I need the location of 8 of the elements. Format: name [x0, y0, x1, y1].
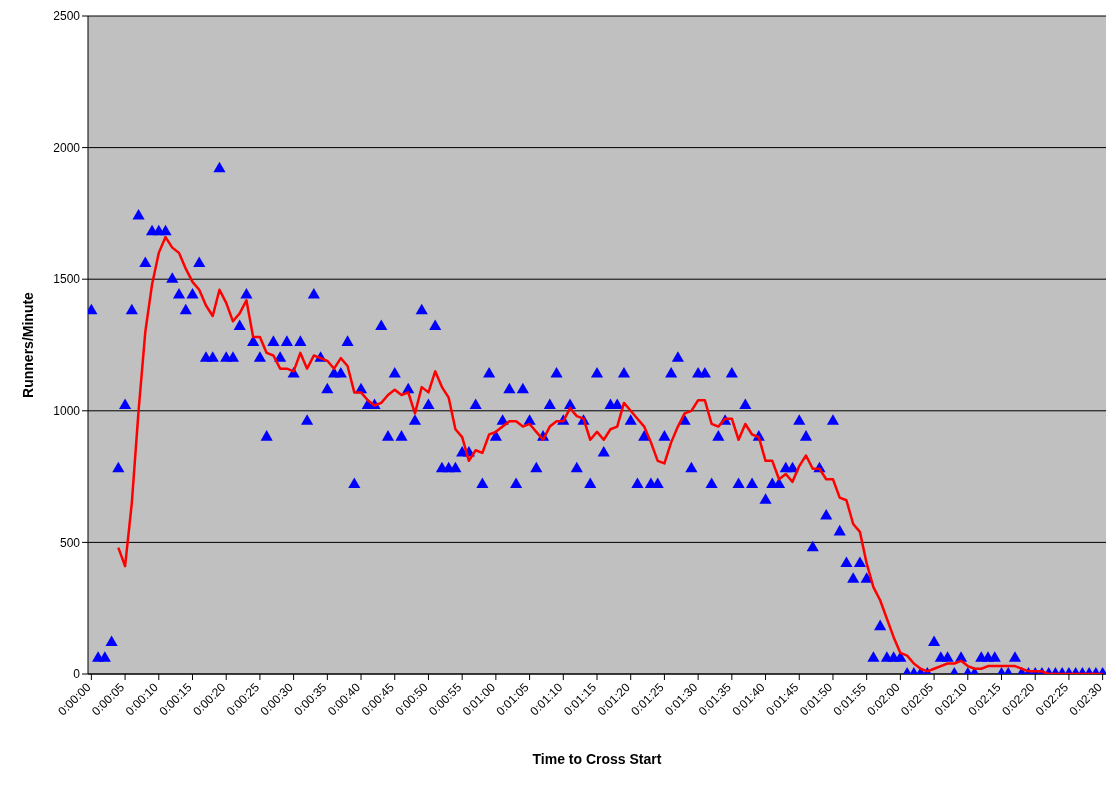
y-tick-label: 1500	[53, 272, 81, 287]
y-tick-label: 2000	[53, 140, 81, 155]
y-tick-label: 2500	[53, 9, 81, 24]
y-tick-label: 500	[59, 535, 81, 550]
y-tick-label: 0	[73, 667, 81, 682]
y-axis-title: Runners/Minute	[19, 291, 36, 398]
x-axis-title: Time to Cross Start	[532, 751, 662, 767]
y-tick-label: 1000	[53, 404, 81, 419]
